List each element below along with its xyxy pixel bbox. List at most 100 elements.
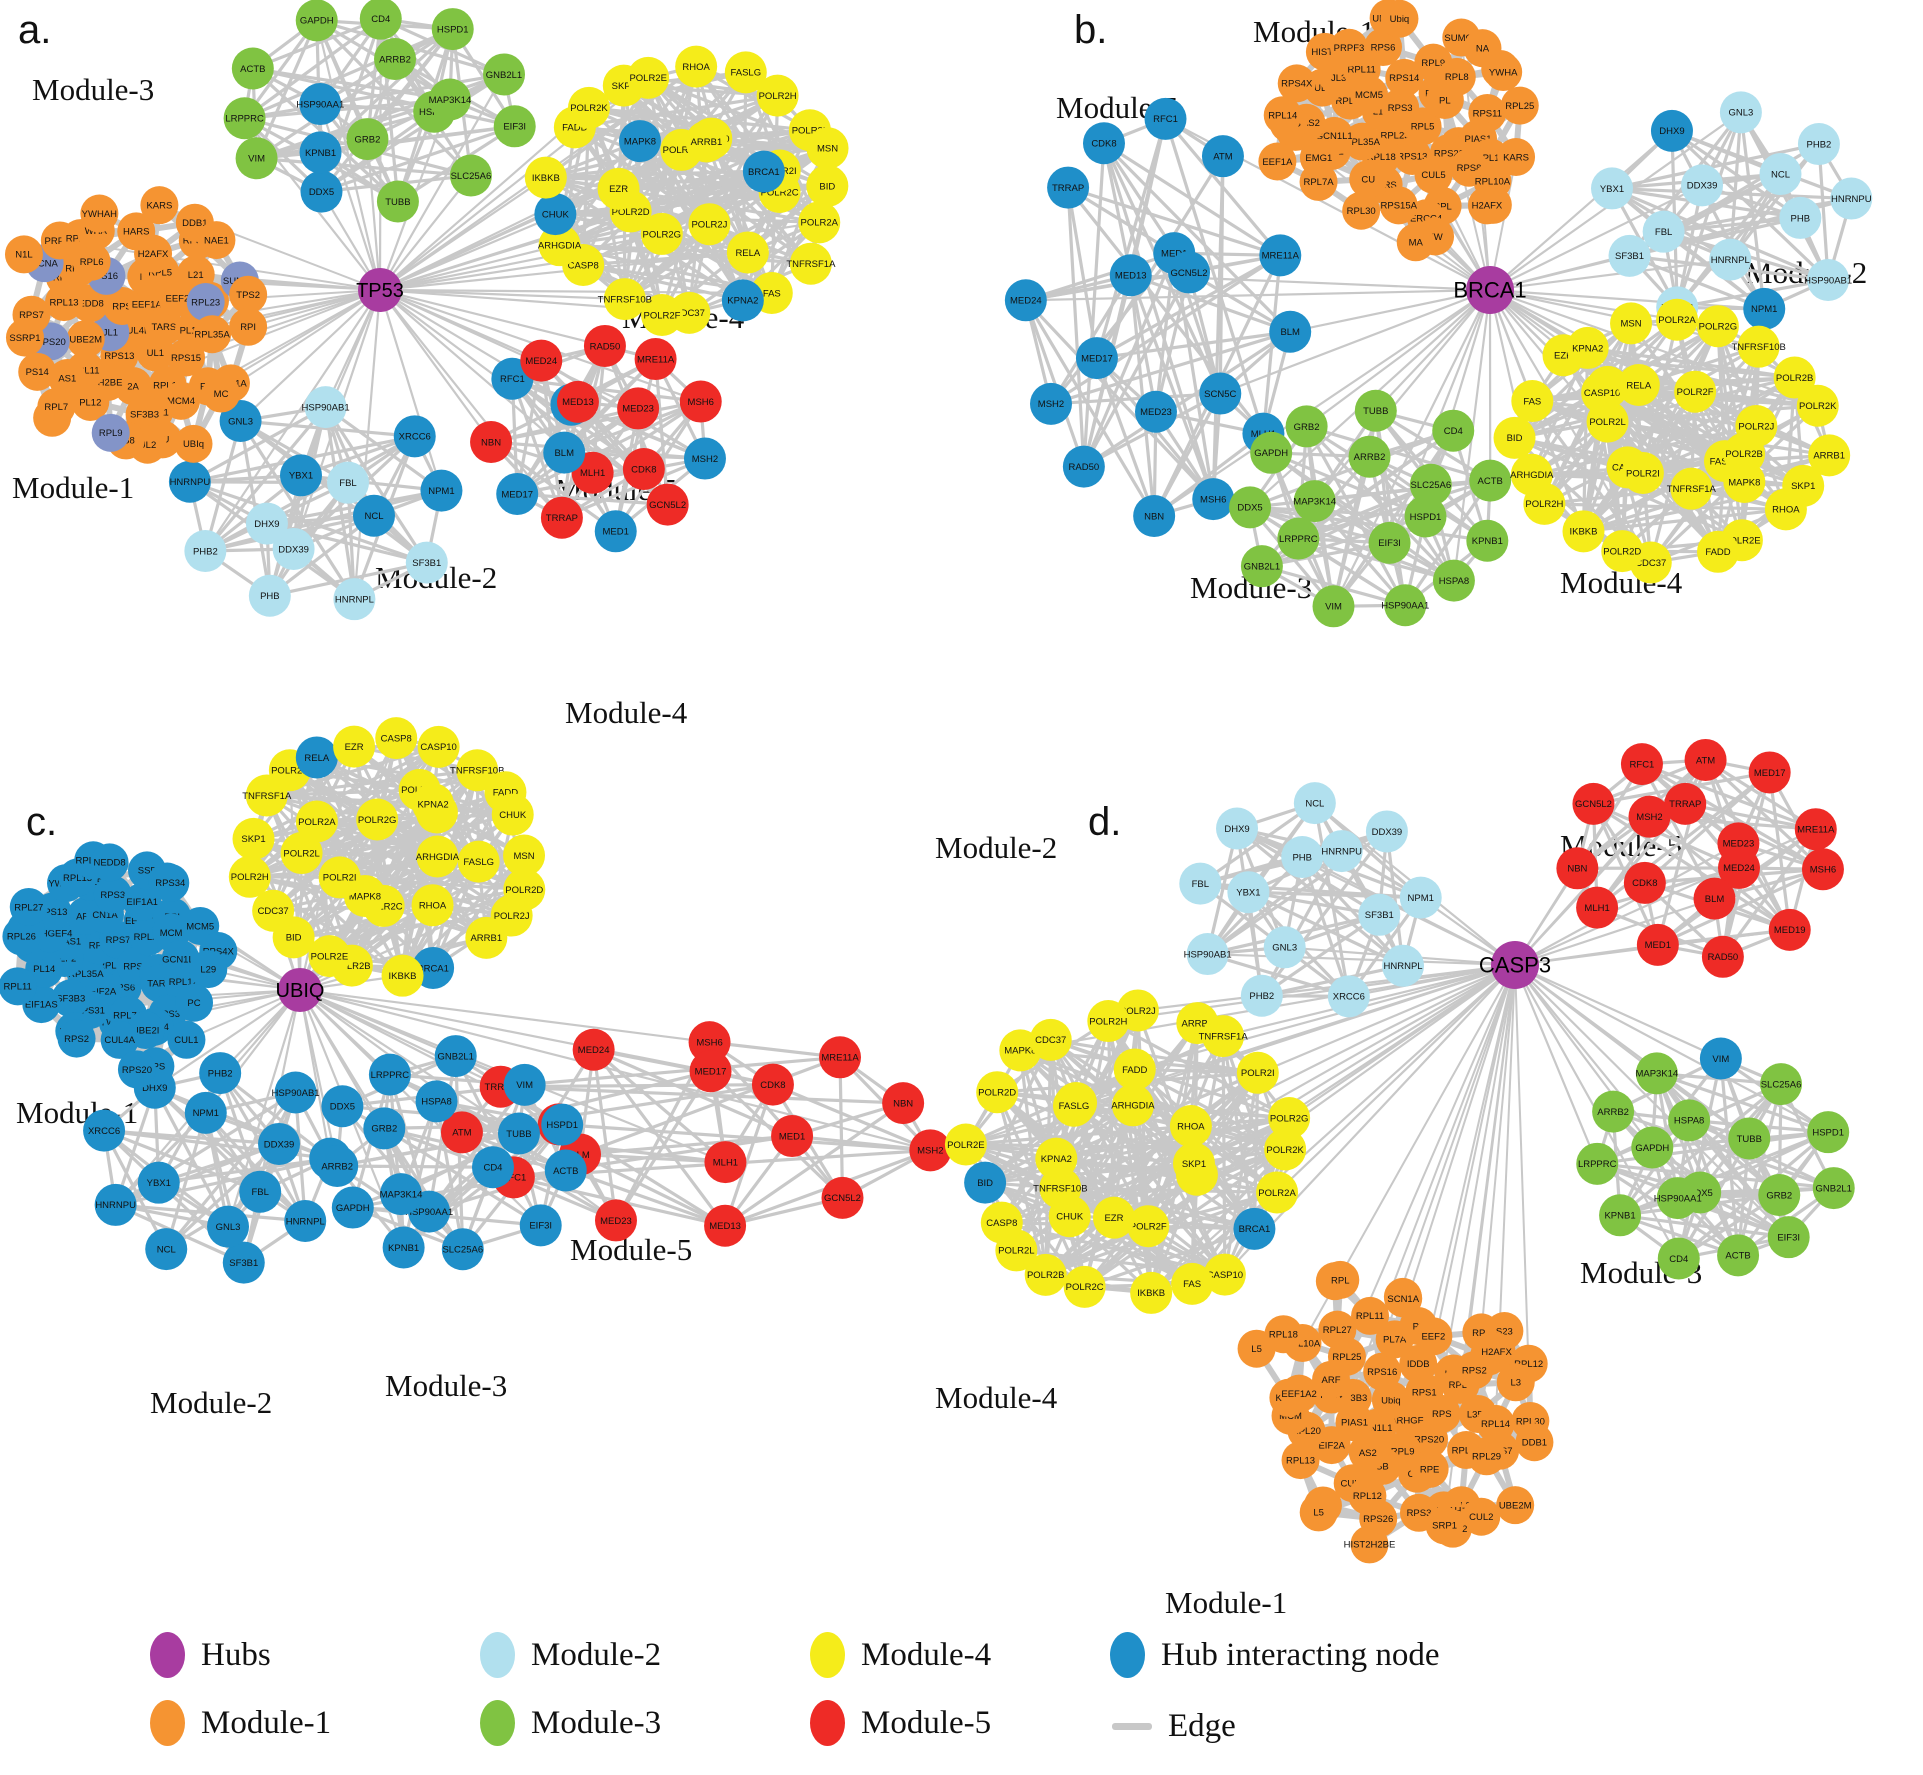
module-node[interactable]: POLR2A <box>1656 298 1699 341</box>
module-node[interactable]: MSH6 <box>1801 848 1844 891</box>
module-node[interactable]: PHB <box>248 574 291 617</box>
module-node[interactable]: POLR2K <box>567 86 610 129</box>
module-node[interactable]: N1L <box>4 235 43 274</box>
module-node[interactable]: HSP90AB1 <box>302 386 350 429</box>
module-node[interactable]: HSPD1 <box>1807 1111 1850 1154</box>
module-node[interactable]: HNRNPL <box>1709 238 1752 281</box>
module-node[interactable]: DDX39 <box>258 1122 301 1165</box>
module-node[interactable]: EEF1A2 <box>1280 1374 1319 1413</box>
module-node[interactable]: DHX9 <box>1216 807 1259 850</box>
hub-interacting-node[interactable]: BID <box>964 1161 1007 1204</box>
module-node[interactable]: RFC1 <box>1620 743 1663 786</box>
module-node[interactable]: POLR2K <box>1264 1128 1307 1171</box>
module-node[interactable]: LRPPRC <box>1277 517 1320 560</box>
module-node[interactable]: FBL <box>239 1170 282 1213</box>
module-node[interactable]: RPS7 <box>12 295 51 334</box>
hub-interacting-node[interactable]: HNRNPU <box>168 460 211 503</box>
module-node[interactable]: NBN <box>882 1082 925 1125</box>
module-node[interactable]: SF3B1 <box>1608 234 1651 277</box>
module-node[interactable]: NCL <box>1293 782 1336 825</box>
module-node[interactable]: SLC25A6 <box>441 1228 484 1271</box>
hub-interacting-node[interactable]: VIM <box>1699 1037 1742 1080</box>
module-node[interactable]: SF3B1 <box>405 541 448 584</box>
module-node[interactable]: EEF2 <box>1414 1317 1453 1356</box>
module-node[interactable]: EZR <box>1092 1196 1135 1239</box>
module-node[interactable]: TUBB <box>1728 1117 1771 1160</box>
module-node[interactable]: MRE11A <box>1259 234 1302 277</box>
module-node[interactable]: MED17 <box>1748 751 1791 794</box>
module-node[interactable]: VIM <box>235 137 278 180</box>
module-node[interactable]: ARRB2 <box>1348 435 1391 478</box>
module-node[interactable]: RHOA <box>1169 1105 1212 1148</box>
module-node[interactable]: RPS15A <box>1379 186 1418 225</box>
module-node[interactable]: MSH6 <box>679 380 722 423</box>
module-node[interactable]: XRCC6 <box>1327 975 1370 1018</box>
module-node[interactable]: L5 <box>1299 1493 1338 1532</box>
module-node[interactable]: NBN <box>1133 494 1176 537</box>
module-node[interactable]: KPNB1 <box>1466 519 1509 562</box>
module-node[interactable]: POLR2F <box>1674 370 1717 413</box>
module-node[interactable]: POLR2H <box>228 855 271 898</box>
hub-interacting-node[interactable]: BRCA1 <box>1233 1207 1276 1250</box>
module-node[interactable]: GNB2L1 <box>1240 545 1283 588</box>
module-node[interactable]: ARRB2 <box>374 38 417 81</box>
module-node[interactable]: CASP10 <box>417 725 460 768</box>
hub-interacting-node[interactable]: BLM <box>543 431 586 474</box>
module-node[interactable]: FBL <box>327 461 370 504</box>
module-node[interactable]: SCN1A <box>1384 1279 1423 1318</box>
module-node[interactable]: PHB2 <box>199 1052 242 1095</box>
module-node[interactable]: HNRNPU <box>1830 177 1873 220</box>
module-node[interactable]: POLR2G <box>1696 305 1739 348</box>
module-node[interactable]: UBE2M <box>1496 1486 1535 1525</box>
module-node[interactable]: RPL29 <box>1467 1437 1506 1476</box>
module-node[interactable]: POLR2A <box>1256 1171 1299 1214</box>
module-node[interactable]: HNRNPL <box>284 1200 327 1243</box>
module-node[interactable]: SKP1 <box>1172 1142 1215 1185</box>
module-node[interactable]: VIM <box>1312 585 1355 628</box>
module-node[interactable]: LRPPRC <box>1576 1142 1619 1185</box>
module-node[interactable]: TRRAP <box>1664 782 1707 825</box>
module-node[interactable]: NPM1 <box>184 1091 227 1134</box>
module-node[interactable]: GCN5L2 <box>1168 251 1211 294</box>
module-node[interactable]: MC <box>202 374 241 413</box>
module-node[interactable]: RPE <box>1410 1449 1449 1488</box>
module-node[interactable]: GNL3 <box>1263 926 1306 969</box>
module-node[interactable]: RPS34 <box>151 863 190 902</box>
module-node[interactable]: MLH1 <box>1576 886 1619 929</box>
hub-interacting-node[interactable]: MED17 <box>496 472 539 515</box>
module-node[interactable]: CDK8 <box>1082 122 1125 165</box>
module-node[interactable]: DDB1 <box>1515 1423 1554 1462</box>
module-node[interactable]: L29 <box>189 950 228 989</box>
module-node[interactable]: CASP10 <box>1581 371 1624 414</box>
module-node[interactable]: KPNB1 <box>1599 1194 1642 1237</box>
module-node[interactable]: FBL <box>1642 210 1685 253</box>
module-node[interactable]: ATM <box>1201 135 1244 178</box>
hub-interacting-node[interactable]: CHUK <box>534 193 577 236</box>
module-node[interactable]: POLR2K <box>1796 384 1839 427</box>
module-node[interactable]: GAPDH <box>1631 1126 1674 1169</box>
module-node[interactable]: RELA <box>1617 364 1660 407</box>
module-node[interactable]: MED17 <box>1075 337 1118 380</box>
module-node[interactable]: MED1 <box>771 1115 814 1158</box>
module-node[interactable]: GNL3 <box>207 1205 250 1248</box>
module-node[interactable]: MRE11A <box>634 338 677 381</box>
hub-interacting-node[interactable]: RELA <box>295 736 338 779</box>
module-node[interactable]: RAD50 <box>583 324 626 367</box>
module-node[interactable]: ARRB1 <box>465 916 508 959</box>
module-node[interactable]: CD4 <box>471 1146 514 1189</box>
module-node[interactable]: MED13 <box>704 1204 747 1247</box>
module-node[interactable]: CD4 <box>1432 409 1475 452</box>
module-node[interactable]: HNRNPL <box>1382 944 1425 987</box>
module-node[interactable]: DDX39 <box>1681 164 1724 207</box>
module-node[interactable]: TNFRSF10B <box>1731 325 1786 368</box>
module-node[interactable]: MAP3K14 <box>380 1173 423 1216</box>
module-node[interactable]: MED23 <box>617 387 660 430</box>
module-node[interactable]: RPL25 <box>1500 86 1539 125</box>
module-node[interactable]: DHX9 <box>245 502 288 545</box>
module-node[interactable]: RPS4X <box>1277 64 1316 103</box>
module-node[interactable]: CDK8 <box>1623 861 1666 904</box>
module-node[interactable]: GAPDH <box>1250 431 1293 474</box>
module-node[interactable]: CD4 <box>1657 1237 1700 1280</box>
module-node[interactable]: CDK8 <box>751 1063 794 1106</box>
module-node[interactable]: RPL <box>1321 1260 1360 1299</box>
